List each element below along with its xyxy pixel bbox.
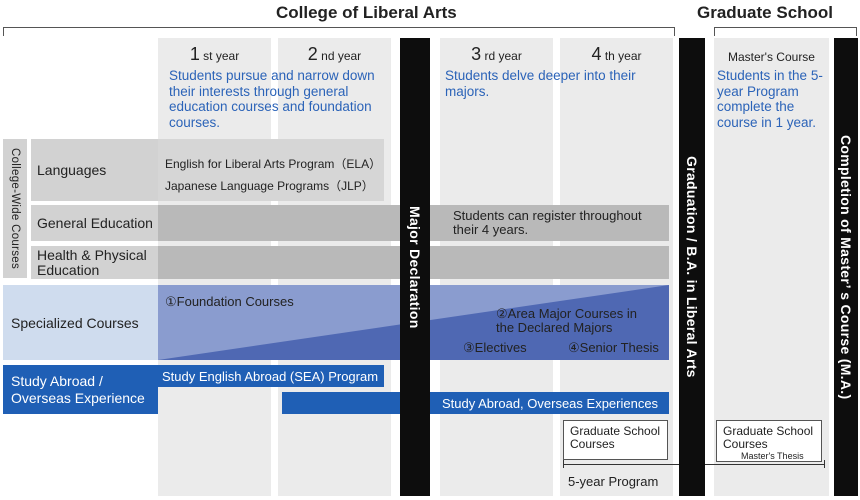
graduate-courses-box: Graduate School Courses xyxy=(563,420,668,460)
general-education-note: Students can register throughout their 4… xyxy=(453,208,642,237)
study-abroad-label: Study Abroad / Overseas Experience xyxy=(3,365,158,414)
year-4-number: 4 xyxy=(591,44,602,64)
year-2-suffix: nd year xyxy=(321,49,362,63)
graduate-bracket xyxy=(714,27,857,36)
year-3-suffix: rd year xyxy=(484,49,522,63)
college-wide-label: College-Wide Courses xyxy=(3,139,27,278)
sea-program: Study English Abroad (SEA) Program xyxy=(158,365,384,387)
years-3-4-note: Students delve deeper into their majors. xyxy=(445,68,636,99)
completion-bar: Completion of Master’ s Course (M.A.) xyxy=(834,38,858,496)
general-education-label: General Education xyxy=(31,205,158,241)
masters-courses-box: Graduate School Courses Master's Thesis xyxy=(716,420,822,462)
year-1-label: 1 st year xyxy=(158,44,271,65)
five-year-program: 5-year Program xyxy=(568,474,659,489)
college-header: College of Liberal Arts xyxy=(276,3,457,22)
area-major-courses: ②Area Major Courses in the Declared Majo… xyxy=(496,306,637,335)
year-4-label: 4 th year xyxy=(560,44,673,65)
overseas-experiences: Study Abroad, Overseas Experiences xyxy=(282,392,669,414)
specialized-label: Specialized Courses xyxy=(11,314,139,331)
masters-note: Students in the 5-year Program complete … xyxy=(717,68,823,130)
five-year-tick-right xyxy=(824,460,825,468)
graduate-header: Graduate School xyxy=(697,3,834,22)
jlp-program: Japanese Language Programs（JLP） xyxy=(165,179,374,193)
year-4-suffix: th year xyxy=(604,49,642,63)
graduation-bar: Graduation / B.A. in Liberal Arts xyxy=(679,38,705,496)
college-wide-text: College-Wide Courses xyxy=(9,147,21,270)
electives: ③Electives xyxy=(463,340,527,355)
five-year-tick-left xyxy=(563,460,564,468)
year-2-label: 2 nd year xyxy=(278,44,391,65)
major-declaration-bar: Major Declaration xyxy=(400,38,430,496)
year-1-suffix: st year xyxy=(203,49,240,63)
languages-label: Languages xyxy=(31,139,158,201)
masters-column xyxy=(714,38,829,496)
masters-courses-text: Graduate School Courses xyxy=(723,424,814,451)
foundation-courses: ①Foundation Courses xyxy=(165,294,294,309)
masters-course-label: Master's Course xyxy=(728,50,815,64)
year-1-number: 1 xyxy=(189,44,200,64)
ela-program: English for Liberal Arts Program（ELA） xyxy=(165,157,382,171)
year-2-number: 2 xyxy=(307,44,318,64)
years-1-2-note: Students pursue and narrow down their in… xyxy=(169,68,375,130)
year-3-label: 3 rd year xyxy=(440,44,553,65)
health-label: Health & Physical Education xyxy=(31,246,158,279)
major-declaration-text: Major Declaration xyxy=(407,205,423,329)
masters-thesis: Master's Thesis xyxy=(741,451,804,461)
senior-thesis: ④Senior Thesis xyxy=(568,340,659,355)
year-3-number: 3 xyxy=(471,44,482,64)
college-bracket xyxy=(3,27,675,36)
graduation-text: Graduation / B.A. in Liberal Arts xyxy=(684,156,700,378)
languages-bar xyxy=(158,139,384,201)
completion-text: Completion of Master’ s Course (M.A.) xyxy=(838,134,854,400)
